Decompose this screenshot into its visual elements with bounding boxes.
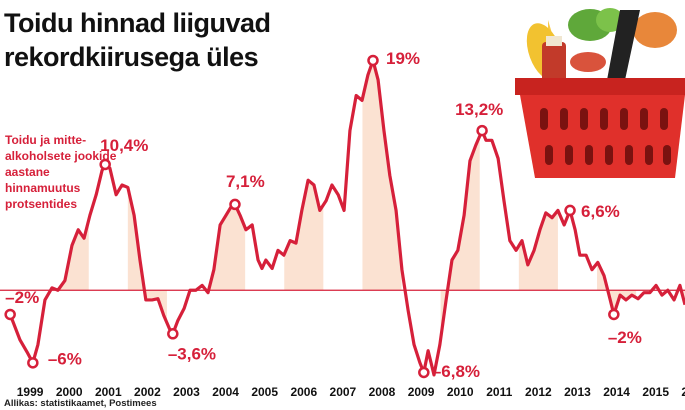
annotation-label: 13,2% (455, 100, 503, 119)
annotation-point (229, 198, 241, 211)
annotation-label: –3,6% (168, 344, 216, 363)
annotation-label: –6% (48, 349, 82, 368)
price-line (8, 58, 685, 377)
chart-title: Toidu hinnad liiguvad rekordkiirusega ül… (4, 8, 271, 72)
annotation-label: 19% (386, 49, 420, 68)
x-tick-label: 2012 (525, 385, 552, 399)
x-tick-label: 2008 (369, 385, 396, 399)
x-tick-label: 2000 (56, 385, 83, 399)
x-tick-label: 2014 (603, 385, 630, 399)
annotation-point (564, 204, 576, 217)
x-tick-label: 2009 (408, 385, 435, 399)
x-tick-label: 2011 (486, 385, 512, 399)
x-tick-label: 2015 (642, 385, 669, 399)
x-tick-label: 2004 (212, 385, 239, 399)
annotation-point (418, 366, 430, 379)
x-tick-label: 2007 (330, 385, 357, 399)
x-tick-label: 2006 (290, 385, 317, 399)
x-tick-label: 2001 (95, 385, 122, 399)
x-tick-label: 2003 (173, 385, 200, 399)
annotation-point (476, 124, 488, 137)
annotation-label: –2% (608, 328, 642, 347)
annotation-point (4, 308, 16, 321)
annotation-label: –6,8% (432, 362, 480, 381)
annotation-point (99, 158, 111, 171)
chart-subtitle: Toidu ja mitte-alkoholsete jookide aasta… (5, 133, 117, 211)
annotation-label: 7,1% (226, 172, 265, 191)
x-tick-label: 2013 (564, 385, 591, 399)
annotation-point (608, 308, 620, 321)
source-note: Allikas: statistikaamet, Postimees (4, 398, 157, 409)
annotation-label: 10,4% (100, 136, 148, 155)
annotation-point (367, 54, 379, 67)
x-tick-label: 1999 (17, 385, 44, 399)
annotation-point (27, 357, 39, 369)
annotation-label: 6,6% (581, 202, 620, 221)
x-tick-label: 2002 (134, 385, 161, 399)
x-tick-label: 2016 (681, 385, 685, 399)
annotation-point (167, 328, 179, 340)
x-tick-label: 2005 (251, 385, 278, 399)
x-tick-label: 2010 (447, 385, 474, 399)
annotation-label: –2% (5, 288, 39, 307)
basket-illustration (515, 8, 685, 178)
